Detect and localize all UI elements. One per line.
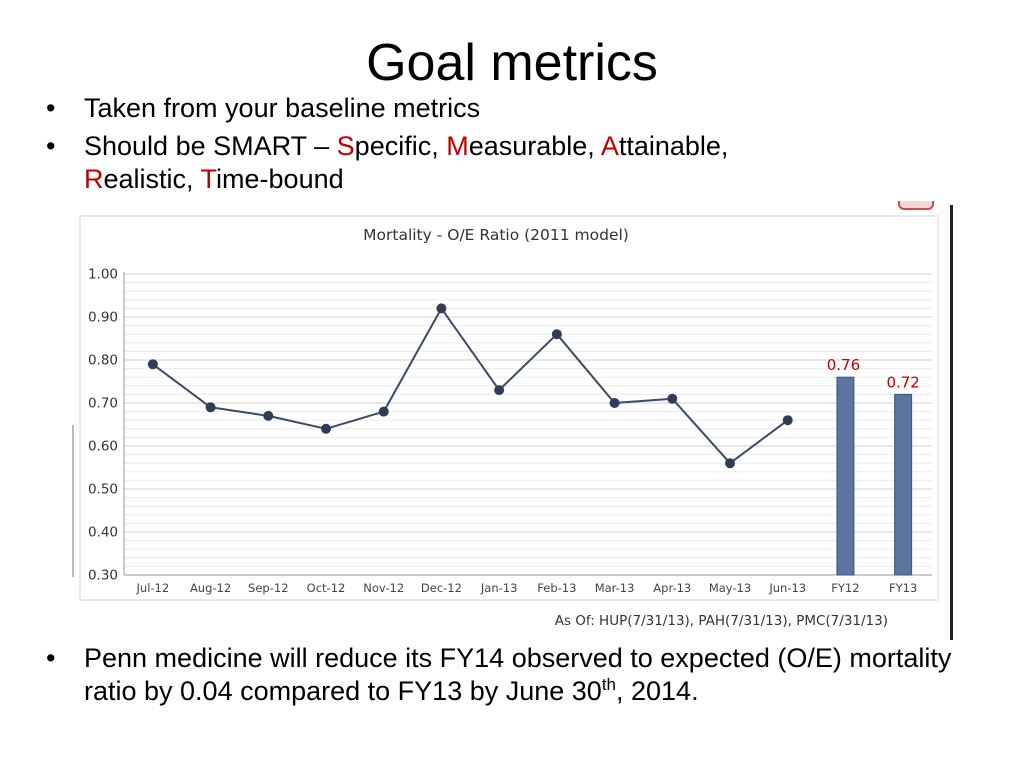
bullet-baseline: Taken from your baseline metrics bbox=[44, 92, 984, 125]
chart-footnote: As Of: HUP(7/31/13), PAH(7/31/13), PMC(7… bbox=[555, 613, 888, 629]
x-tick-label: Mar-13 bbox=[595, 581, 635, 595]
smart-a-letter: A bbox=[600, 131, 619, 161]
slide-title: Goal metrics bbox=[366, 34, 658, 92]
smart-prefix: Should be SMART – bbox=[84, 131, 337, 161]
smart-t-letter: T bbox=[200, 164, 217, 194]
bullet-list-bottom: Penn medicine will reduce its FY14 obser… bbox=[44, 642, 984, 708]
y-tick-label: 0.40 bbox=[88, 525, 118, 541]
x-tick-label: Aug-12 bbox=[190, 581, 231, 595]
bullet-smart: Should be SMART – Specific, Measurable, … bbox=[44, 130, 984, 196]
data-point bbox=[551, 329, 562, 340]
x-tick-label: FY13 bbox=[889, 581, 917, 595]
bullet-list-top: Taken from your baseline metrics Should … bbox=[44, 92, 984, 201]
bar-layer: 0.76 0.72 bbox=[827, 356, 920, 576]
y-tick-label: 1.00 bbox=[88, 267, 118, 283]
data-point bbox=[263, 410, 274, 421]
right-edge-line bbox=[950, 205, 953, 640]
mortality-line bbox=[152, 307, 789, 465]
y-tick-label: 0.60 bbox=[88, 439, 118, 455]
x-tick-label: Jun-13 bbox=[768, 581, 806, 595]
chart-title: Mortality - O/E Ratio (2011 model) bbox=[363, 226, 629, 244]
smart-a-rest: ttainable, bbox=[618, 131, 729, 161]
chart-frame bbox=[79, 215, 939, 601]
data-point bbox=[205, 402, 216, 413]
bar-value-label: 0.72 bbox=[886, 373, 919, 391]
data-point bbox=[321, 423, 331, 434]
data-point bbox=[147, 359, 158, 370]
data-point bbox=[494, 385, 505, 396]
x-tick-label: May-13 bbox=[709, 581, 751, 595]
y-tick-label: 0.70 bbox=[88, 396, 118, 412]
goal-text: Penn medicine will reduce its FY14 obser… bbox=[84, 643, 952, 706]
y-tick-label: 0.30 bbox=[88, 568, 118, 584]
x-tick-label: Dec-12 bbox=[421, 581, 462, 595]
bullet-baseline-text: Taken from your baseline metrics bbox=[84, 93, 481, 123]
line-layer bbox=[147, 303, 793, 469]
data-point bbox=[725, 458, 735, 469]
bar-fy12 bbox=[836, 376, 855, 576]
data-point bbox=[609, 398, 620, 408]
data-point bbox=[782, 415, 793, 426]
x-tick-label: Apr-13 bbox=[653, 581, 691, 595]
x-tick-label: Feb-13 bbox=[537, 581, 576, 595]
x-tick-label: Jan-13 bbox=[480, 581, 518, 595]
smart-r-rest: ealistic, bbox=[103, 164, 201, 194]
goal-tail: , 2014. bbox=[616, 676, 699, 706]
x-tick-label: Nov-12 bbox=[363, 581, 404, 595]
data-point bbox=[378, 406, 389, 417]
mortality-chart: Mortality - O/E Ratio (2011 model) 1.00 0… bbox=[74, 202, 954, 642]
x-tick-labels: Jul-12 Aug-12 Sep-12 Oct-12 Nov-12 Dec-12 Jan-… bbox=[136, 581, 918, 595]
x-tick-label: Jul-12 bbox=[136, 581, 170, 595]
smart-t-rest: ime-bound bbox=[216, 164, 344, 194]
y-tick-label: 0.80 bbox=[88, 353, 118, 369]
chart-svg: Mortality - O/E Ratio (2011 model) 1.00 0… bbox=[79, 215, 939, 629]
data-point bbox=[436, 303, 447, 314]
x-tick-label: Oct-12 bbox=[307, 581, 346, 595]
y-tick-label: 0.90 bbox=[88, 310, 118, 326]
smart-m-letter: M bbox=[446, 131, 469, 161]
y-tick-labels: 1.00 0.90 0.80 0.70 0.60 0.50 0.40 0.30 bbox=[88, 267, 118, 584]
y-tick-label: 0.50 bbox=[88, 482, 118, 498]
data-point bbox=[667, 393, 678, 404]
bullet-goal: Penn medicine will reduce its FY14 obser… bbox=[44, 642, 984, 708]
smart-m-rest: easurable, bbox=[468, 131, 601, 161]
red-tab-decoration bbox=[898, 201, 934, 210]
smart-r-letter: R bbox=[84, 164, 104, 194]
grid-layer bbox=[123, 272, 932, 576]
x-tick-label: Sep-12 bbox=[248, 581, 288, 595]
goal-sup: th bbox=[601, 675, 616, 694]
smart-s-rest: pecific, bbox=[354, 131, 447, 161]
bar-value-label: 0.76 bbox=[827, 356, 860, 374]
bar-fy13 bbox=[894, 393, 913, 576]
x-tick-label: FY12 bbox=[831, 581, 859, 595]
smart-s-letter: S bbox=[336, 131, 355, 161]
left-edge-line bbox=[72, 425, 74, 577]
